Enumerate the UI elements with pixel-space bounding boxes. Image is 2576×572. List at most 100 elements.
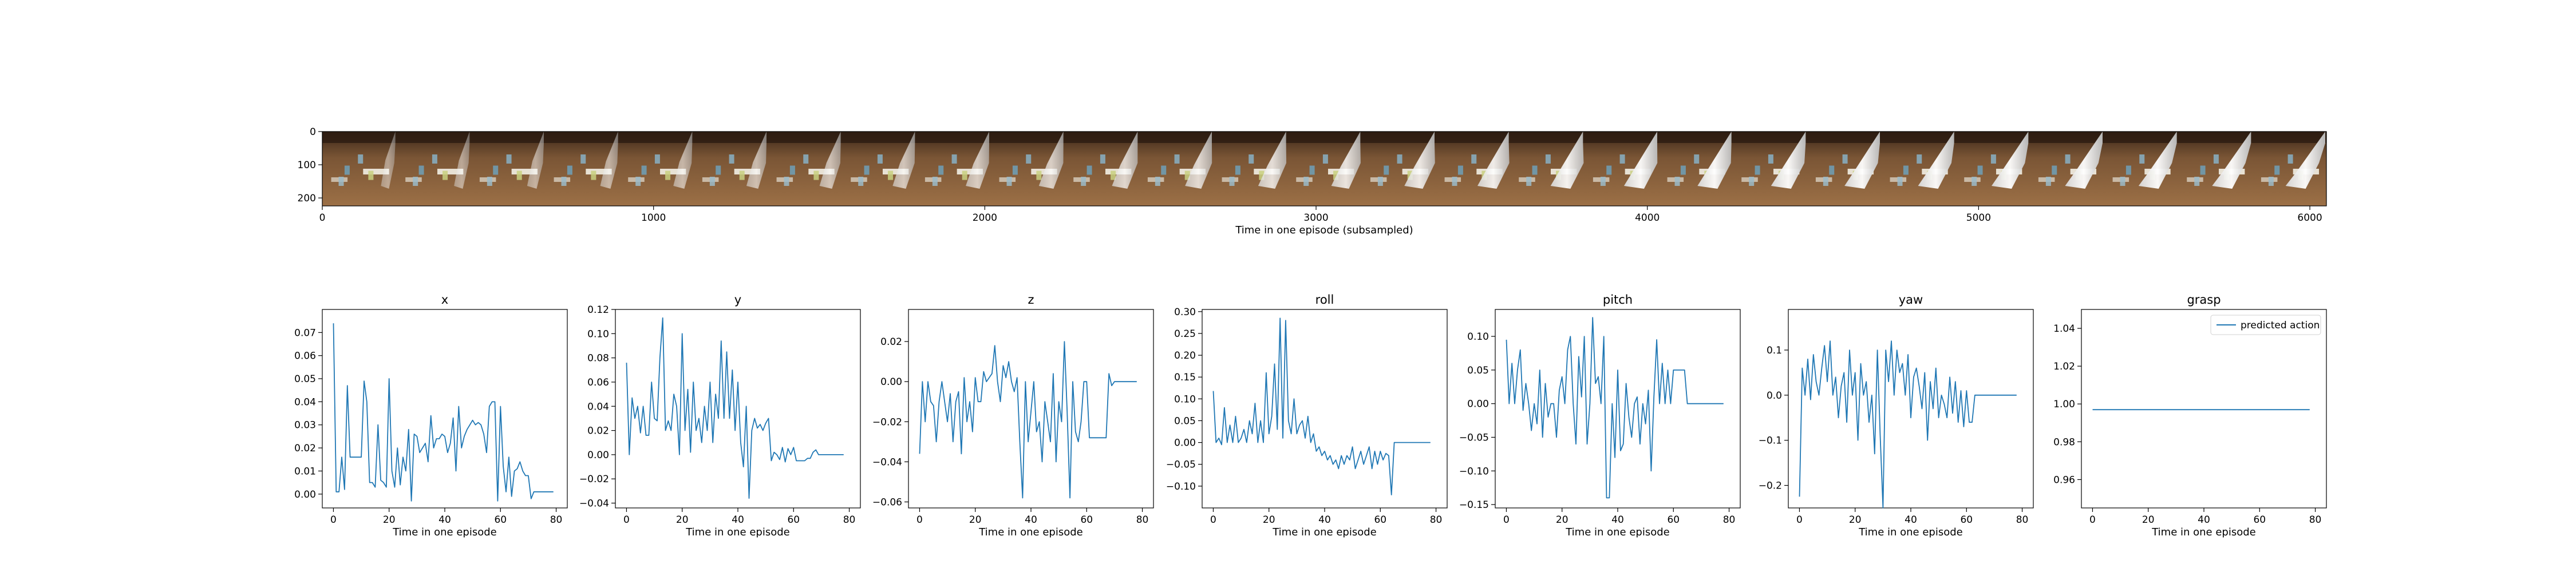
ytick-label: 0.00 bbox=[1174, 438, 1196, 449]
ytick-label: 0.20 bbox=[1174, 350, 1196, 362]
ytick-label: −0.2 bbox=[1759, 480, 1782, 492]
ytick-label: 0.15 bbox=[1174, 372, 1196, 383]
ytick-label: 0.25 bbox=[1174, 328, 1196, 340]
chart-x: 0 20 40 60 80 0.00 0.01 0.02 0.03 0.04 0.05 0.06 0.0… bbox=[294, 293, 568, 538]
episode-frame bbox=[1955, 132, 2030, 206]
episode-frame bbox=[2178, 132, 2253, 206]
chart-xlabel: Time in one episode bbox=[1272, 526, 1377, 538]
xtick-label: 20 bbox=[1263, 514, 1275, 526]
xtick-label: 40 bbox=[1318, 514, 1331, 526]
xtick-label: 20 bbox=[1849, 514, 1862, 526]
chart-xlabel: Time in one episode bbox=[1565, 526, 1670, 538]
episode-frame bbox=[768, 132, 843, 206]
episode-frame bbox=[990, 132, 1065, 206]
strip-xtick-label: 1000 bbox=[641, 212, 666, 224]
xtick-label: 0 bbox=[1796, 514, 1803, 526]
strip-xtick-label: 6000 bbox=[2297, 212, 2322, 224]
episode-frame bbox=[1139, 132, 1214, 206]
series-line bbox=[626, 317, 844, 499]
xtick-label: 0 bbox=[916, 514, 923, 526]
episode-frame bbox=[2104, 132, 2179, 206]
xtick-label: 0 bbox=[1503, 514, 1510, 526]
series-line bbox=[1506, 317, 1724, 499]
episode-frame bbox=[1584, 132, 1659, 206]
plot-frame bbox=[322, 309, 568, 509]
legend: predicted action bbox=[2210, 315, 2321, 335]
strip-xtick-label: 4000 bbox=[1635, 212, 1660, 224]
ytick-label: −0.02 bbox=[579, 474, 609, 485]
xtick-label: 60 bbox=[494, 514, 507, 526]
ytick-label: 0.98 bbox=[2053, 436, 2075, 448]
xtick-label: 0 bbox=[623, 514, 630, 526]
episode-frame bbox=[1881, 132, 1956, 206]
chart-xlabel: Time in one episode bbox=[392, 526, 497, 538]
episode-frame bbox=[1361, 132, 1436, 206]
action-charts: 0 20 40 60 800.000.010.020.030.040.050.060.0… bbox=[294, 293, 2327, 538]
chart-grasp: 0 20 40 60 80 0.96 0.98 1.00 1.02 1.04 grasp Time i… bbox=[2053, 293, 2327, 538]
xtick-label: 60 bbox=[787, 514, 800, 526]
ytick-label: 0.02 bbox=[880, 336, 902, 348]
xtick-label: 80 bbox=[843, 514, 856, 526]
xtick-label: 0 bbox=[330, 514, 337, 526]
ytick-label: 0.08 bbox=[587, 353, 609, 364]
series-line bbox=[1212, 317, 1431, 495]
ytick-label: 0.96 bbox=[2053, 474, 2075, 486]
plot-frame bbox=[615, 309, 861, 509]
strip-xtick-label: 5000 bbox=[1966, 212, 1991, 224]
ytick-label: 0.05 bbox=[1467, 365, 1489, 376]
ytick-label: 0.05 bbox=[294, 374, 316, 385]
chart-xlabel: Time in one episode bbox=[1858, 526, 1963, 538]
episode-frame bbox=[1287, 132, 1362, 206]
xtick-label: 80 bbox=[1723, 514, 1736, 526]
chart-title: roll bbox=[1315, 293, 1334, 307]
ytick-label: 0.12 bbox=[587, 304, 609, 316]
xtick-label: 40 bbox=[732, 514, 744, 526]
xtick-label: 60 bbox=[1667, 514, 1680, 526]
episode-frame bbox=[471, 132, 546, 206]
ytick-label: 1.00 bbox=[2053, 399, 2075, 410]
xtick-label: 60 bbox=[1080, 514, 1093, 526]
strip-frame bbox=[322, 131, 2327, 206]
image-strip-panel: 0 1000 2000 3000 4000 5000 6000 0 100 200 Time in … bbox=[298, 126, 2327, 236]
ytick-label: −0.15 bbox=[1459, 499, 1489, 511]
ytick-label: 0.00 bbox=[880, 376, 902, 388]
episode-frame bbox=[2029, 132, 2104, 206]
ytick-label: 0.02 bbox=[587, 426, 609, 437]
chart-xlabel: Time in one episode bbox=[2151, 526, 2256, 538]
ytick-label: −0.02 bbox=[872, 416, 902, 428]
episode-frame bbox=[1807, 132, 1882, 206]
episode-frame bbox=[396, 132, 471, 206]
episode-frame bbox=[2252, 132, 2327, 206]
ytick-label: −0.04 bbox=[872, 456, 902, 468]
ytick-label: −0.05 bbox=[1166, 459, 1196, 471]
xtick-label: 40 bbox=[438, 514, 451, 526]
chart-xlabel: Time in one episode bbox=[685, 526, 790, 538]
strip-ytick-label: 200 bbox=[298, 193, 316, 204]
plot-frame bbox=[1495, 309, 1741, 509]
ytick-label: 0.0 bbox=[1767, 390, 1782, 402]
ytick-label: 1.02 bbox=[2053, 361, 2075, 372]
chart-z: 0 20 40 60 80 −0.06 −0.04 −0.02 0.00 0.02 z Time in… bbox=[872, 293, 1154, 538]
episode-frame bbox=[693, 132, 768, 206]
episode-frame bbox=[1510, 132, 1585, 206]
chart-roll: 0 20 40 60 80 −0.10 −0.05 0.00 0.05 0.10 0.15 0.20 0… bbox=[1166, 293, 1448, 538]
xtick-label: 20 bbox=[2142, 514, 2155, 526]
ytick-label: 0.05 bbox=[1174, 415, 1196, 427]
strip-ytick-label: 0 bbox=[310, 126, 316, 138]
strip-xtick-label: 2000 bbox=[973, 212, 997, 224]
ytick-label: −0.10 bbox=[1166, 481, 1196, 492]
ytick-label: 0.01 bbox=[294, 466, 316, 477]
ytick-label: 0.06 bbox=[294, 351, 316, 362]
episode-frame bbox=[1732, 132, 1807, 206]
xtick-label: 20 bbox=[969, 514, 982, 526]
chart-title: pitch bbox=[1603, 293, 1633, 307]
xtick-label: 80 bbox=[550, 514, 563, 526]
ytick-label: 0.10 bbox=[1174, 394, 1196, 405]
chart-y: 0 20 40 60 80 −0.04 −0.02 0.00 0.02 0.04 0.06 0.08 0… bbox=[579, 293, 861, 538]
xtick-label: 80 bbox=[1430, 514, 1443, 526]
episode-frame bbox=[841, 132, 916, 206]
xtick-label: 40 bbox=[1905, 514, 1917, 526]
xtick-label: 60 bbox=[1374, 514, 1386, 526]
xtick-label: 60 bbox=[1960, 514, 1973, 526]
episode-frame bbox=[1064, 132, 1139, 206]
